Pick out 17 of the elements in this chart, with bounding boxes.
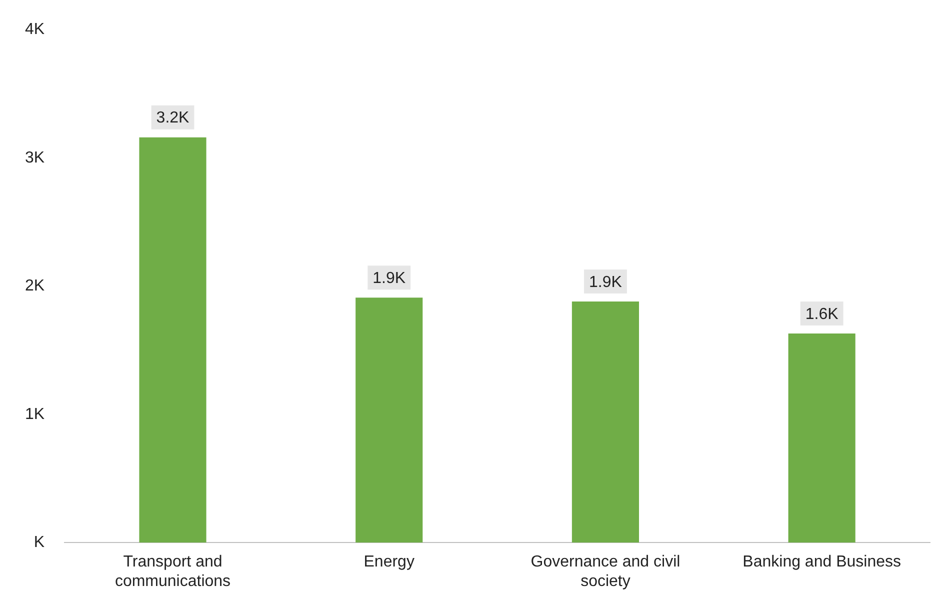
x-tick-label: Energy (364, 554, 414, 571)
bar (572, 301, 639, 543)
data-label: 3.2K (156, 110, 190, 127)
data-label: 1.9K (372, 270, 406, 288)
x-tick-label: Governance and civil society (530, 554, 680, 590)
bar (139, 137, 206, 543)
y-tick-label: 3K (24, 149, 45, 166)
data-label: 1.6K (805, 306, 839, 323)
y-tick-label: 2K (24, 278, 45, 295)
y-tick-label: K (34, 534, 45, 552)
x-tick-label: Transport and communications (114, 554, 231, 590)
bar (788, 334, 856, 543)
y-tick-label: 4K (24, 21, 45, 38)
y-tick-label: 1K (24, 406, 45, 423)
data-label: 1.9K (589, 274, 622, 291)
bar (356, 298, 423, 543)
x-tick-label: Banking and Business (742, 554, 901, 571)
